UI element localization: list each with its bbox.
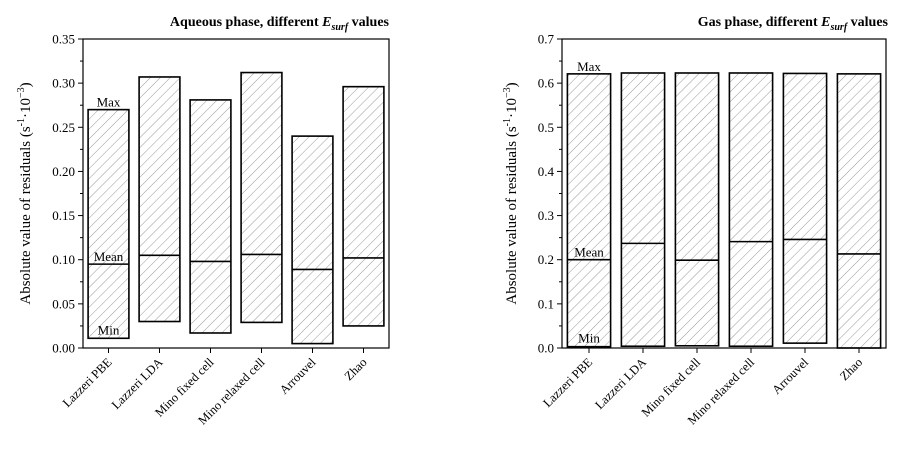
x-tick-label: Arrouvel (769, 355, 811, 397)
x-tick-label: Zhao (342, 355, 370, 383)
y-tick-label: 0.35 (52, 32, 75, 47)
y-tick-label: 0.00 (52, 341, 75, 356)
y-tick-label: 0.10 (52, 252, 75, 267)
plot-frame (561, 38, 887, 349)
annotation-mean: Mean (94, 249, 124, 264)
bar-5 (291, 135, 334, 345)
y-tick-label: 0.0 (538, 341, 554, 356)
chart-title: Gas phase, different Esurf values (698, 15, 889, 33)
y-tick-label: 0.4 (538, 164, 555, 179)
y-tick-label: 0.6 (538, 76, 555, 91)
bar-6 (836, 73, 882, 349)
bar-5 (782, 72, 828, 344)
y-tick-label: 0.05 (52, 296, 75, 311)
chart-panel-1: Aqueous phase, different Esurf values Abs… (16, 15, 390, 427)
y-tick-label: 0.5 (538, 120, 554, 135)
x-tick-label: Lazzeri PBE (540, 355, 595, 410)
bar-2 (138, 76, 181, 323)
bar-6 (342, 85, 385, 327)
x-tick-label: Zhao (837, 355, 865, 383)
x-tick-label: Lazzeri PBE (60, 355, 115, 410)
bar-1 (566, 73, 612, 348)
y-tick-label: 0.15 (52, 208, 75, 223)
y-tick-label: 0.7 (538, 32, 555, 47)
y-axis-label: Absolute value of residuals (s-1·10−3) (502, 82, 520, 304)
x-tick-label: Lazzeri LDA (592, 355, 649, 412)
plot-frame (82, 38, 390, 349)
annotation-mean: Mean (574, 245, 604, 260)
annotation-min: Min (98, 322, 120, 337)
bar-2 (620, 72, 666, 348)
y-tick-label: 0.3 (538, 208, 554, 223)
y-axis-label: Absolute value of residuals (s-1·10−3) (16, 82, 34, 304)
y-tick-label: 0.25 (52, 120, 75, 135)
chart-panel-2: Gas phase, different Esurf values Absolut… (502, 15, 889, 427)
y-tick-label: 0.20 (52, 164, 75, 179)
bar-3 (674, 72, 720, 347)
bar-3 (189, 99, 232, 334)
y-tick-label: 0.1 (538, 296, 554, 311)
chart-title: Aqueous phase, different Esurf values (170, 15, 390, 33)
y-tick-label: 0.30 (52, 76, 75, 91)
bar-1 (87, 108, 130, 340)
annotation-max: Max (97, 95, 121, 110)
y-tick-label: 0.2 (538, 252, 554, 267)
bar-4 (240, 71, 283, 324)
annotation-min: Min (578, 331, 600, 346)
annotation-max: Max (577, 59, 601, 74)
x-tick-label: Arrouvel (277, 355, 319, 397)
bar-4 (728, 72, 774, 348)
